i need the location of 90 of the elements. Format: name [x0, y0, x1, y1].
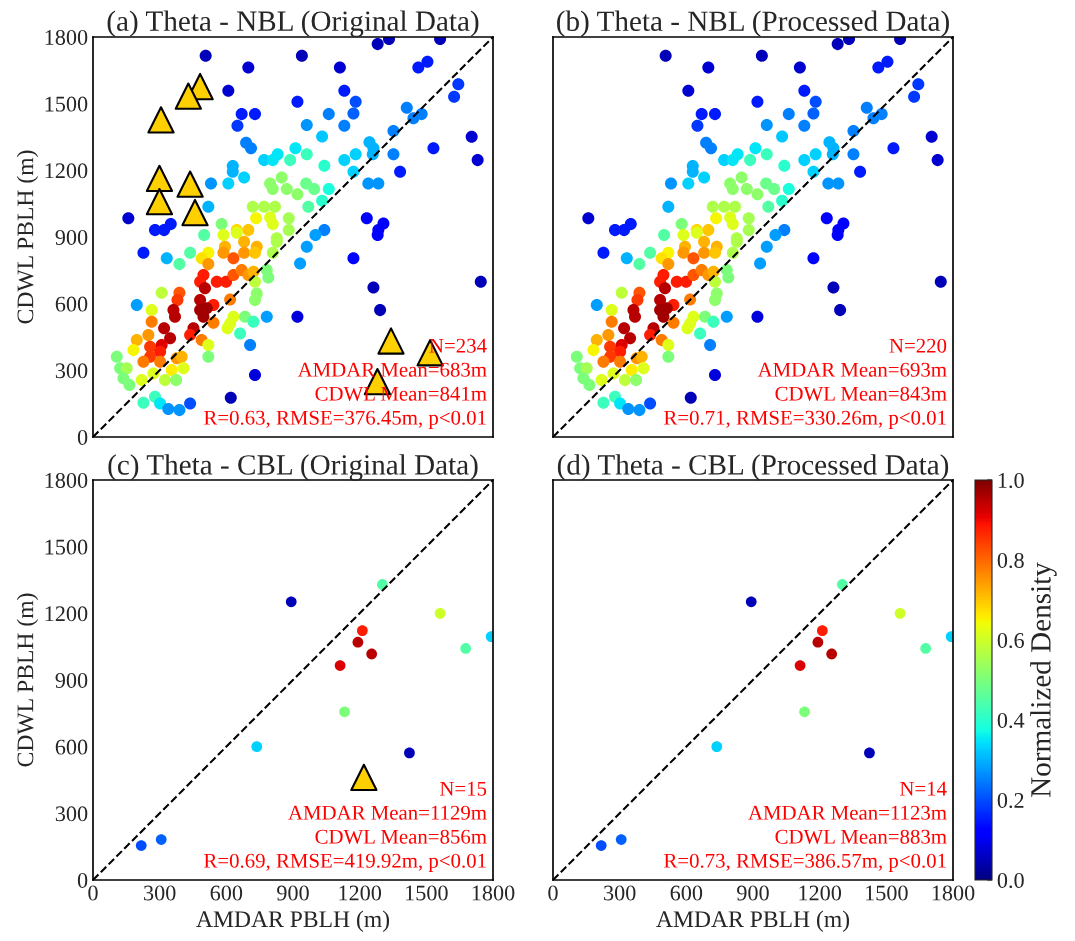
x-axis-title: AMDAR PBLH (m) — [656, 910, 850, 932]
y-tick-label: 0 — [77, 872, 88, 888]
color-bar-label: 1.0 — [998, 472, 1024, 489]
x-tick-label: 600 — [210, 885, 243, 901]
x-tick-label: 1800 — [472, 885, 515, 901]
point — [745, 596, 757, 608]
point — [894, 607, 906, 619]
point — [864, 747, 875, 759]
y-tick-label: 900 — [55, 229, 88, 245]
point — [595, 840, 607, 851]
y-tick-label: 1800 — [45, 29, 88, 45]
y-tick-label: 1200 — [45, 606, 88, 622]
annotation: AMDAR Mean=683m — [297, 362, 487, 377]
y-tick-label: 900 — [55, 672, 88, 688]
chart-title: (c) Theta - CBL (Original Data) — [108, 454, 478, 481]
chart-title: (a) Theta - NBL (Original Data) — [107, 10, 479, 37]
annotation: CDWL Mean=883m — [775, 829, 947, 844]
x-axis-title: AMDAR PBLH (m) — [196, 910, 390, 932]
point — [920, 643, 932, 654]
point — [334, 660, 346, 671]
x-tick-label: 300 — [604, 885, 636, 901]
y-tick-label: 600 — [55, 739, 88, 755]
x-tick-label: 1800 — [932, 885, 975, 901]
chart-title: (b) Theta - NBL (Processed Data) — [557, 10, 949, 37]
annotation: N=14 — [899, 781, 947, 796]
point — [615, 834, 627, 845]
annotation: R=0.69, RMSE=419.92m, p<0.01 — [204, 853, 486, 872]
point — [350, 763, 378, 791]
chart-title: (d) Theta - CBL (Processed Data) — [557, 454, 949, 481]
point — [794, 660, 806, 671]
point — [460, 643, 472, 654]
point — [174, 82, 202, 110]
x-tick-label: 900 — [277, 885, 309, 901]
point — [147, 106, 175, 134]
point — [155, 834, 167, 845]
point — [404, 747, 415, 759]
annotation: R=0.73, RMSE=386.57m, p<0.01 — [664, 853, 946, 872]
point — [711, 741, 723, 753]
point — [176, 170, 204, 198]
annotation: CDWL Mean=856m — [315, 829, 487, 844]
annotation: R=0.71, RMSE=330.26m, p<0.01 — [664, 410, 946, 429]
annotation: N=15 — [439, 781, 487, 796]
x-tick-label: 0 — [88, 885, 98, 901]
point — [366, 648, 378, 660]
y-tick-label: 300 — [55, 806, 88, 822]
point — [285, 596, 297, 608]
point — [339, 706, 350, 718]
point — [352, 636, 364, 648]
y-tick-label: 0 — [77, 429, 88, 445]
annotation: N=220 — [889, 338, 947, 353]
point — [812, 636, 824, 648]
color-bar-label: 0.6 — [997, 632, 1024, 649]
color-bar-label: 0.4 — [997, 712, 1025, 729]
y-tick-label: 600 — [55, 296, 88, 312]
x-tick-label: 600 — [670, 885, 703, 901]
point — [181, 198, 209, 227]
x-tick-label: 300 — [144, 885, 176, 901]
x-tick-label: 0 — [548, 885, 558, 901]
color-bar-label: 0.8 — [997, 552, 1024, 569]
point — [145, 164, 174, 192]
point — [816, 625, 828, 637]
annotation: AMDAR Mean=1129m — [288, 805, 487, 820]
x-tick-label: 1200 — [339, 885, 382, 901]
point — [251, 741, 263, 753]
x-tick-label: 1500 — [406, 885, 448, 901]
y-tick-label: 1200 — [45, 163, 88, 179]
point — [145, 188, 174, 216]
y-tick-label: 1800 — [45, 472, 88, 488]
annotation: R=0.63, RMSE=376.45m, p<0.01 — [204, 410, 486, 429]
color-bar-label: 0.0 — [997, 872, 1024, 889]
point — [434, 607, 446, 619]
point — [356, 625, 368, 637]
annotation: CDWL Mean=843m — [775, 386, 947, 401]
point — [377, 327, 405, 355]
y-axis-title: CDWL PBLH (m) — [16, 150, 39, 324]
color-bar-label: 0.2 — [997, 792, 1024, 809]
y-axis-title: CDWL PBLH (m) — [16, 593, 39, 767]
y-tick-label: 1500 — [45, 96, 88, 112]
x-tick-label: 1200 — [799, 885, 842, 901]
point — [799, 706, 810, 718]
y-tick-label: 1500 — [45, 539, 88, 555]
point — [826, 648, 838, 660]
point — [135, 840, 147, 851]
annotation: CDWL Mean=841m — [315, 386, 487, 401]
annotation: AMDAR Mean=693m — [757, 362, 947, 377]
color-bar-title: Normalized Density — [1030, 562, 1057, 798]
annotation: AMDAR Mean=1123m — [748, 805, 947, 820]
y-tick-label: 300 — [55, 363, 88, 379]
x-tick-label: 900 — [737, 885, 769, 901]
x-tick-label: 1500 — [866, 885, 908, 901]
